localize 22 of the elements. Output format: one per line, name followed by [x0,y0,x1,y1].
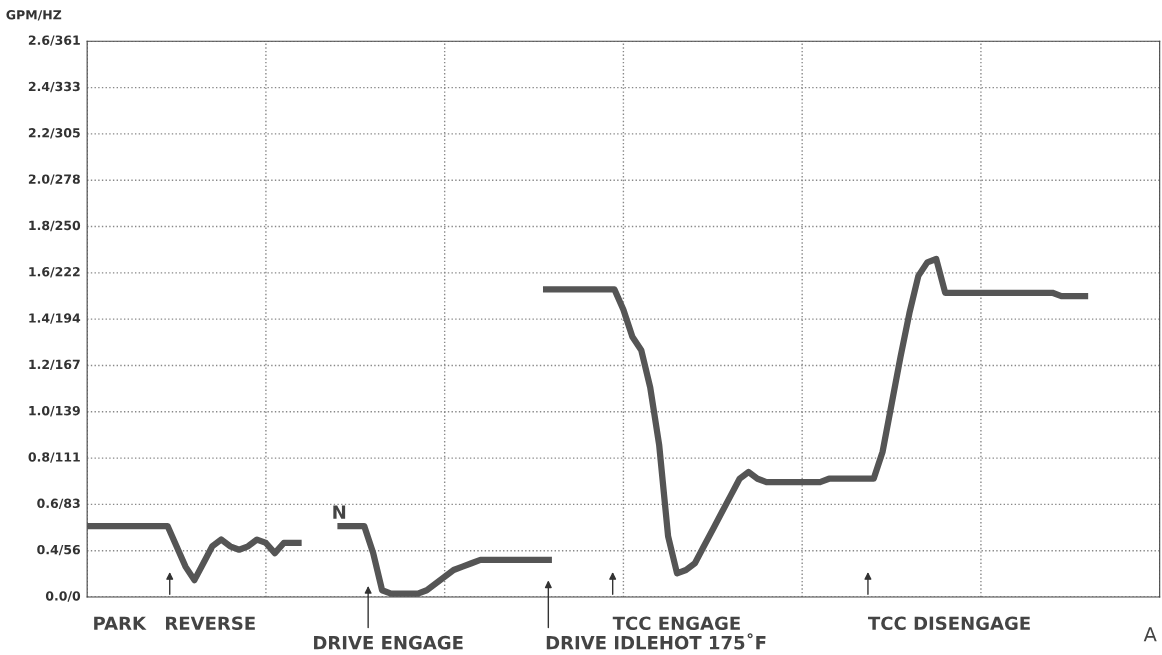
text: TCC ENGAGE [612,616,740,631]
text: DRIVE ENGAGE [314,635,463,650]
annotation: N [333,505,346,519]
text: PARK [94,616,147,630]
text: 0.6/83 [37,498,80,510]
text: GPM/HZ [6,10,62,21]
text: 2.2/305 [28,128,80,139]
text: 1.8/250 [29,220,81,232]
text: 1.2/167 [29,359,80,371]
text: 0.4/56 [37,544,81,556]
text: TCC DISENGAGE [868,616,1030,631]
text: DRIVE IDLEHOT 175˚F [546,633,766,650]
text: 1.4/194 [29,313,81,324]
text: 2.4/333 [28,81,80,93]
text: 0.0/0 [45,591,81,602]
text: REVERSE [166,616,255,631]
text: 0.8/111 [28,452,80,463]
text: 1.0/139 [29,405,80,417]
text: 2.0/278 [28,174,80,185]
text: A [1143,627,1157,642]
text: 1.6/222 [29,267,80,278]
text: 2.6/361 [28,35,80,46]
